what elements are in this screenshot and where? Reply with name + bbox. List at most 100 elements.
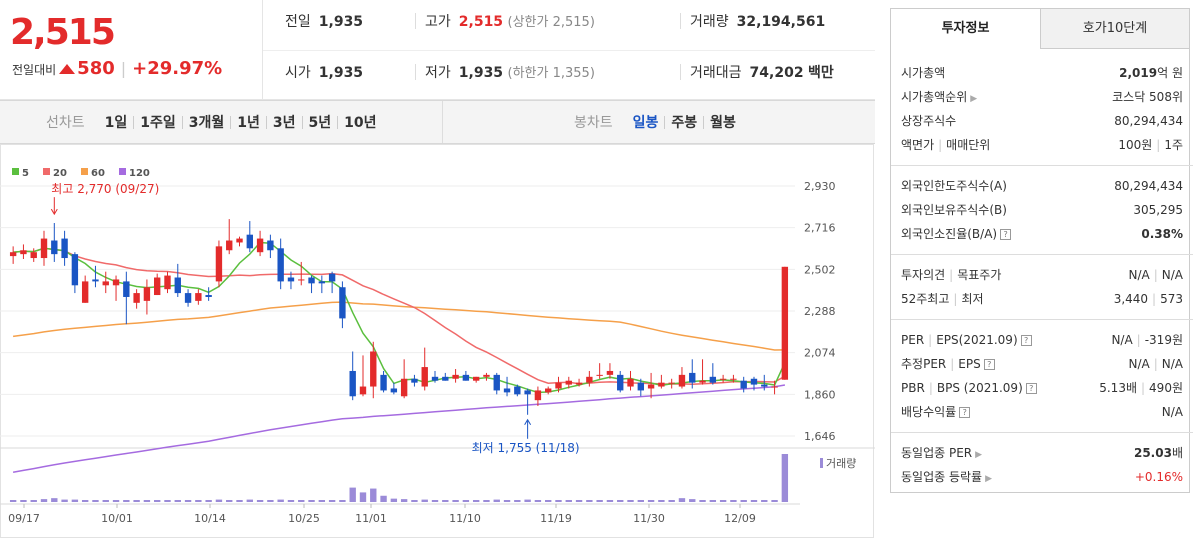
- info-value: 5.13배: [1099, 381, 1137, 395]
- legend-label: 60: [91, 168, 105, 179]
- volume-bar: [339, 500, 346, 502]
- candle-body: [92, 279, 99, 282]
- info-value2: 573: [1160, 292, 1183, 306]
- line-chart-title: 선차트: [46, 115, 85, 131]
- chart-svg[interactable]: 2,930 2,716 2,502 2,288 2,074 1,860 1,646 5 20 60…: [0, 144, 875, 539]
- volume-bar: [226, 500, 233, 502]
- help-icon[interactable]: ?: [983, 359, 995, 370]
- candle-body: [370, 351, 377, 387]
- volume-bar: [349, 487, 356, 502]
- info-row: PBR | BPS (2021.09)? 5.13배 | 490원: [901, 381, 1183, 395]
- volume-bar: [287, 500, 295, 502]
- volume-bar: [719, 500, 727, 502]
- candle-period-0[interactable]: 일봉: [632, 115, 659, 131]
- info-value: 80,294,434: [1114, 179, 1183, 193]
- ma60-line: [12, 301, 785, 351]
- candle-body: [184, 293, 192, 303]
- volume-bar: [658, 500, 665, 502]
- volume-bar: [328, 500, 336, 502]
- line-chart-group: 선차트 1일 1주일 3개월 1년 3년 5년 10년: [46, 101, 383, 143]
- group-divider: [891, 432, 1193, 433]
- line-period-6[interactable]: 10년: [344, 115, 377, 131]
- candle-body: [411, 378, 418, 383]
- summary-row-2: 시가 1,935 저가 1,935 (하한가 1,355) 거래대금 74,202 백…: [263, 50, 875, 100]
- line-period-4[interactable]: 3년: [272, 115, 296, 131]
- info-row: 외국인한도주식수(A) 80,294,434: [901, 174, 1183, 198]
- volume-bar: [524, 499, 531, 502]
- info-row: 상장주식수 80,294,434: [901, 109, 1183, 133]
- candle-body: [421, 367, 428, 387]
- x-tick-label: 10/14: [194, 512, 226, 525]
- candle-body: [256, 238, 264, 253]
- candle-body: [267, 240, 274, 251]
- help-icon[interactable]: ?: [959, 407, 971, 418]
- volume-bar: [699, 500, 706, 502]
- stock-chart[interactable]: 2,930 2,716 2,502 2,288 2,074 1,860 1,646 5 20 60…: [0, 144, 875, 539]
- candle-body: [277, 248, 284, 282]
- line-period-1[interactable]: 1주일: [140, 115, 176, 131]
- tab-orderbook[interactable]: 호가10단계: [1041, 9, 1189, 49]
- candle-period-2[interactable]: 월봉: [710, 115, 736, 131]
- candle-body: [575, 382, 583, 385]
- candle-body: [514, 386, 521, 395]
- candle-body: [61, 238, 68, 259]
- volume-bar: [421, 499, 428, 502]
- info-value: 0.38%: [1141, 227, 1183, 241]
- info-unit: 배: [1171, 446, 1183, 460]
- x-tick-label: 10/25: [288, 512, 320, 525]
- info-row: 투자의견 | 목표주가 N/A | N/A: [901, 268, 1183, 282]
- info-row: 동일업종 PER ▶ 25.03배: [901, 441, 1183, 465]
- line-period-2[interactable]: 3개월: [188, 115, 225, 131]
- toolbar-divider: [265, 115, 267, 129]
- volume-bar: [586, 500, 593, 502]
- info-key: PER: [901, 333, 925, 347]
- info-key: 배당수익률: [901, 405, 957, 419]
- legend-label: 5: [22, 168, 29, 179]
- candle-body: [328, 273, 336, 282]
- y-tick-label: 2,502: [804, 263, 836, 276]
- help-icon[interactable]: ?: [1025, 383, 1037, 394]
- candle-body: [112, 279, 120, 286]
- info-row: 시가총액 2,019억 원: [901, 61, 1183, 85]
- candle-body: [174, 277, 181, 294]
- volume-bar: [472, 500, 480, 502]
- candle-body: [40, 238, 48, 259]
- info-key: 추정PER: [901, 357, 947, 371]
- line-period-5[interactable]: 5년: [308, 115, 332, 131]
- panel-tabs: 투자정보 호가10단계: [891, 9, 1189, 49]
- candle-body: [298, 279, 305, 281]
- candle-body: [359, 386, 367, 395]
- help-icon[interactable]: ?: [1020, 335, 1032, 346]
- candle-period-1[interactable]: 주봉: [671, 115, 698, 131]
- info-key2: 최저: [961, 292, 984, 306]
- info-key2: 매매단위: [946, 138, 991, 152]
- chevron-right-icon[interactable]: ▶: [985, 474, 993, 484]
- candle-body: [750, 378, 758, 385]
- candle-body: [617, 374, 624, 391]
- line-period-0[interactable]: 1일: [104, 115, 128, 131]
- x-tick-label: 10/01: [101, 512, 133, 525]
- volume-bar: [627, 500, 634, 502]
- volume-bar: [575, 500, 583, 502]
- volume-bar: [442, 500, 449, 502]
- price-summary: 전일 1,935 고가 2,515 (상한가 2,515) 거래량 32,194,56…: [263, 0, 875, 100]
- line-period-3[interactable]: 1년: [237, 115, 260, 131]
- tab-invest-info[interactable]: 투자정보: [891, 9, 1041, 49]
- info-row: 액면가 | 매매단위 100원 | 1주: [901, 138, 1183, 152]
- volume-bar: [92, 500, 99, 502]
- ma120-line: [12, 384, 786, 474]
- volume-bar: [771, 500, 778, 502]
- volume-bar: [318, 500, 326, 502]
- chevron-right-icon[interactable]: ▶: [970, 94, 978, 104]
- help-icon[interactable]: ?: [1000, 229, 1012, 240]
- info-value: 305,295: [1133, 203, 1183, 217]
- info-value: N/A: [1161, 405, 1183, 419]
- high-label: 최고 2,770 (09/27): [51, 182, 159, 196]
- candle-body: [452, 374, 459, 379]
- chevron-right-icon[interactable]: ▶: [975, 450, 983, 460]
- x-tick-label: 11/30: [633, 512, 665, 525]
- candle-body: [606, 370, 614, 375]
- volume-bar: [400, 499, 408, 502]
- candle-body: [143, 287, 151, 301]
- x-tick-label: 09/17: [8, 512, 40, 525]
